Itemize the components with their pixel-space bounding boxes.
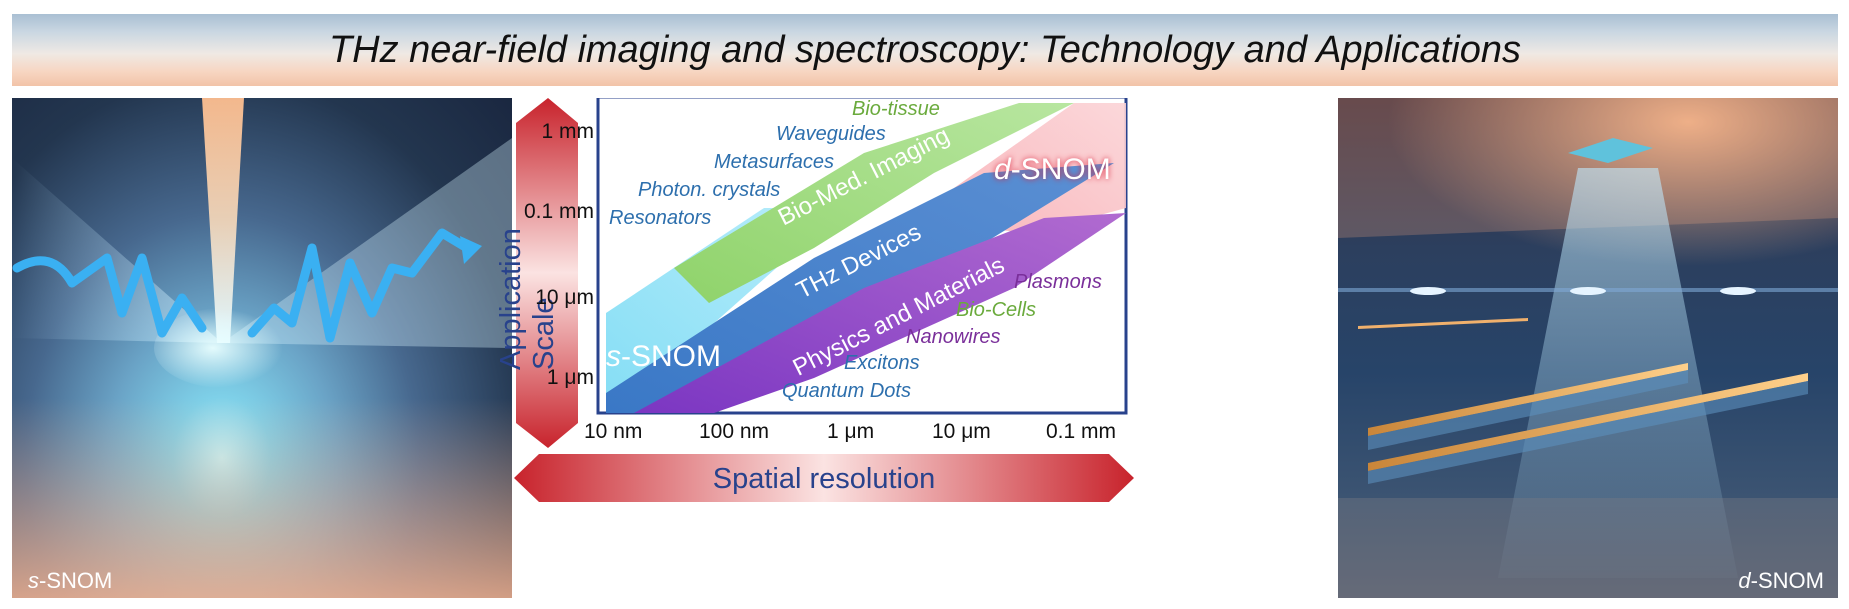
- s-snom-illustration: s-SNOM: [12, 98, 512, 598]
- blue-band: [606, 163, 1114, 413]
- s-snom-marker: s-SNOM: [606, 340, 721, 373]
- d-snom-panel-label: d-SNOM: [1738, 568, 1824, 593]
- application-scale-chart: Application Scale Spatial resolution 1 m…: [495, 98, 1336, 598]
- note-nanowires: Nanowires: [906, 326, 1001, 348]
- green-band: [674, 103, 1074, 303]
- note-waveguides: Waveguides: [776, 123, 886, 145]
- note-bio-tissue: Bio-tissue: [852, 98, 940, 120]
- note-metasurfaces: Metasurfaces: [714, 151, 835, 173]
- purple-band: [634, 213, 1126, 413]
- note-quantum-dots: Quantum Dots: [782, 380, 911, 402]
- spatial-resolution-arrow: [514, 454, 1134, 502]
- y-tick-1mm: 1 mm: [541, 120, 595, 143]
- x-tick-100nm: 100 nm: [699, 420, 770, 443]
- x-axis-title: Spatial resolution: [712, 462, 936, 495]
- d-snom-graphic: [1338, 98, 1838, 598]
- y-tick-10um: 10 μm: [535, 286, 594, 309]
- application-scale-arrow: [516, 98, 578, 448]
- y-tick-1um: 1 μm: [546, 366, 594, 389]
- x-tick-10nm: 10 nm: [584, 420, 643, 443]
- s-snom-panel-label: s-SNOM: [28, 568, 113, 593]
- note-plasmons: Plasmons: [1014, 271, 1102, 293]
- x-tick-1um: 1 μm: [827, 420, 875, 443]
- d-snom-marker: d-SNOM: [994, 153, 1111, 186]
- chart-graphics: [514, 98, 1134, 502]
- note-excitons: Excitons: [844, 352, 920, 374]
- note-photon-crystals: Photon. crystals: [638, 179, 781, 201]
- x-tick-0.1mm: 0.1 mm: [1046, 420, 1117, 443]
- x-tick-10um: 10 μm: [932, 420, 991, 443]
- page-title: THz near-field imaging and spectroscopy:…: [328, 28, 1522, 71]
- note-bio-cells: Bio-Cells: [956, 299, 1037, 321]
- s-snom-tip-graphic: [12, 98, 512, 598]
- d-snom-illustration: d-SNOM: [1338, 98, 1838, 598]
- title-banner: THz near-field imaging and spectroscopy:…: [12, 14, 1838, 86]
- y-tick-0.1mm: 0.1 mm: [524, 200, 595, 223]
- note-resonators: Resonators: [609, 207, 712, 229]
